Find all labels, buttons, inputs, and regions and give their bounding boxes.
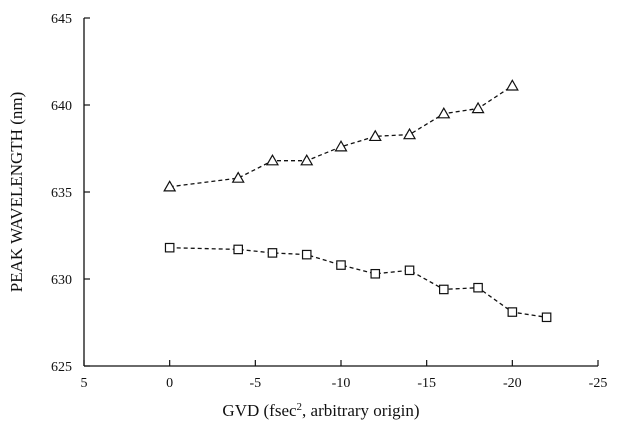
x-tick-label: 0 [166, 376, 173, 391]
y-axis-title: PEAK WAVELENGTH (nm) [7, 92, 26, 293]
triangle-marker [402, 127, 417, 140]
y-ticks: 625 630 635 640 645 [51, 12, 90, 375]
y-tick-label: 630 [51, 273, 72, 288]
x-axis-title-superscript: 2 [297, 401, 303, 413]
square-marker [404, 265, 415, 276]
series-layer [163, 79, 552, 323]
y-tick-label: 645 [51, 12, 72, 27]
triangle-marker [437, 106, 451, 119]
x-tick-label: -15 [417, 376, 436, 391]
x-axis-title-main: GVD (fsec [222, 401, 297, 420]
triangle-marker [334, 140, 348, 152]
x-tick-label: -10 [332, 376, 351, 391]
triangle-marker [368, 129, 382, 142]
y-tick-label: 625 [51, 360, 72, 375]
x-axis-title: GVD (fsec2, arbitrary origin) [222, 401, 419, 420]
square-marker [439, 284, 449, 295]
series-line-triangle [169, 85, 513, 188]
y-tick-label: 635 [51, 186, 72, 201]
triangle-marker [231, 171, 245, 183]
triangle-marker [505, 79, 519, 91]
y-tick-label: 640 [51, 99, 72, 114]
square-marker [164, 242, 175, 253]
square-marker [473, 282, 483, 293]
square-marker [336, 260, 346, 270]
square-marker [233, 244, 243, 255]
square-marker [541, 312, 552, 323]
x-ticks: 5 0 -5 -10 -15 -20 -25 [81, 360, 608, 391]
x-axis-title-rest: , arbitrary origin) [302, 401, 420, 420]
x-tick-label: -20 [503, 376, 522, 391]
x-tick-label: 5 [81, 376, 88, 391]
triangle-marker [471, 101, 485, 114]
square-marker [507, 307, 518, 317]
square-marker [267, 248, 278, 258]
triangle-marker [163, 180, 177, 192]
triangle-marker [300, 153, 314, 166]
square-marker [301, 249, 312, 260]
square-marker [370, 268, 381, 279]
x-tick-label: -25 [589, 376, 608, 391]
series-line-square [169, 247, 547, 318]
triangle-marker [265, 153, 280, 166]
x-tick-label: -5 [249, 376, 261, 391]
